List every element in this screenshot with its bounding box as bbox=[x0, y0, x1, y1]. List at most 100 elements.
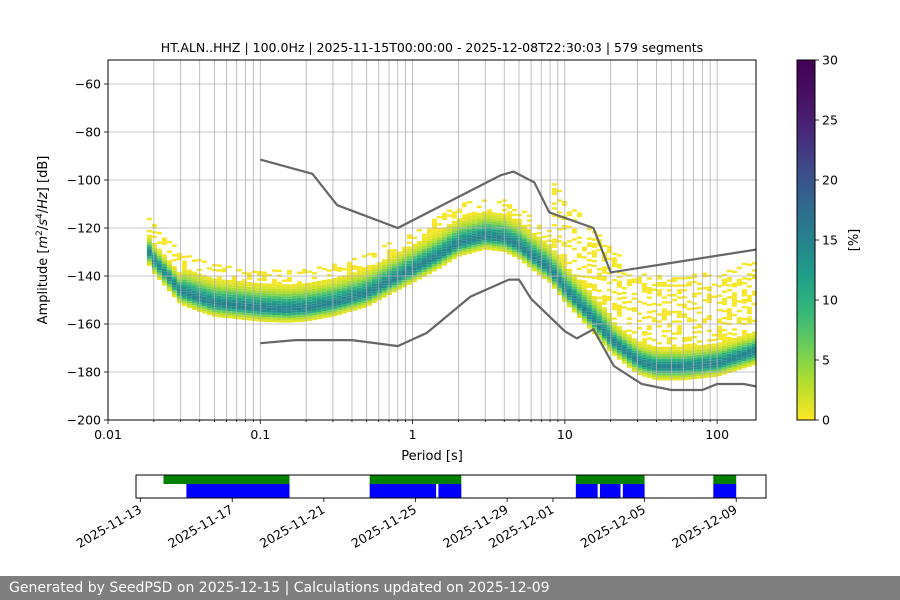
heatmap-cell bbox=[551, 281, 557, 284]
heatmap-cell bbox=[176, 291, 182, 294]
heatmap-cell bbox=[536, 251, 542, 254]
heatmap-cell bbox=[181, 277, 187, 280]
heatmap-cell bbox=[231, 311, 237, 315]
heatmap-cell bbox=[326, 300, 332, 303]
heatmap-cell bbox=[181, 260, 187, 263]
heatmap-cell bbox=[281, 315, 287, 318]
heatmap-cell bbox=[231, 280, 237, 283]
heatmap-cell bbox=[316, 300, 322, 303]
heatmap-cell bbox=[416, 248, 422, 251]
heatmap-cell bbox=[721, 365, 727, 368]
heatmap-cell bbox=[741, 301, 747, 304]
heatmap-cell bbox=[731, 270, 737, 274]
heatmap-cell bbox=[646, 356, 652, 359]
heatmap-cell bbox=[246, 298, 252, 302]
heatmap-cell bbox=[551, 262, 557, 265]
heatmap-cell bbox=[411, 251, 417, 254]
heatmap-cell bbox=[666, 349, 672, 352]
heatmap-cell bbox=[531, 237, 537, 241]
heatmap-cell bbox=[166, 286, 172, 289]
heatmap-cell bbox=[606, 344, 612, 347]
heatmap-cell bbox=[246, 315, 252, 319]
heatmap-cell bbox=[421, 252, 427, 256]
heatmap-cell bbox=[696, 357, 702, 360]
heatmap-cell bbox=[186, 286, 192, 289]
heatmap-cell bbox=[396, 256, 402, 259]
heatmap-cell bbox=[626, 348, 632, 352]
heatmap-cell bbox=[731, 359, 737, 362]
heatmap-cell bbox=[561, 268, 567, 271]
heatmap-cell bbox=[676, 356, 682, 359]
availability-green-bar bbox=[713, 475, 737, 484]
heatmap-cell bbox=[536, 241, 542, 244]
heatmap-cell bbox=[161, 237, 167, 240]
heatmap-cell bbox=[616, 343, 622, 346]
heatmap-cell bbox=[486, 245, 492, 248]
heatmap-cell bbox=[331, 294, 337, 298]
heatmap-cell bbox=[691, 348, 697, 351]
heatmap-cell bbox=[511, 228, 517, 231]
heatmap-cell bbox=[496, 229, 502, 233]
heatmap-cell bbox=[661, 358, 667, 362]
heatmap-cell bbox=[586, 290, 592, 293]
heatmap-cell bbox=[746, 263, 752, 266]
heatmap-cell bbox=[296, 271, 302, 274]
heatmap-cell bbox=[706, 344, 712, 347]
heatmap-cell bbox=[566, 288, 572, 291]
heatmap-cell bbox=[151, 243, 157, 246]
heatmap-cell bbox=[271, 291, 277, 294]
heatmap-cell bbox=[671, 354, 677, 357]
heatmap-cell bbox=[206, 281, 212, 284]
y-tick-label: −80 bbox=[75, 125, 101, 140]
heatmap-cell bbox=[521, 210, 527, 214]
heatmap-cell bbox=[441, 253, 447, 256]
heatmap-cell bbox=[696, 364, 702, 367]
heatmap-cell bbox=[391, 290, 397, 293]
heatmap-cell bbox=[586, 326, 592, 329]
heatmap-cell bbox=[241, 296, 247, 299]
heatmap-cell bbox=[181, 267, 187, 271]
heatmap-cell bbox=[641, 357, 647, 360]
heatmap-cell bbox=[346, 280, 352, 284]
heatmap-cell bbox=[226, 292, 232, 295]
heatmap-cell bbox=[176, 300, 182, 304]
heatmap-cell bbox=[671, 373, 677, 376]
heatmap-cell bbox=[611, 257, 617, 260]
heatmap-cell bbox=[291, 298, 297, 301]
heatmap-cell bbox=[536, 236, 542, 240]
heatmap-cell bbox=[631, 355, 637, 358]
heatmap-cell bbox=[506, 242, 512, 245]
heatmap-cell bbox=[201, 308, 207, 312]
heatmap-cell bbox=[366, 284, 372, 287]
heatmap-cell bbox=[496, 232, 502, 235]
heatmap-cell bbox=[666, 354, 672, 357]
heatmap-cell bbox=[581, 275, 587, 278]
heatmap-cell bbox=[446, 228, 452, 232]
heatmap-cell bbox=[476, 239, 482, 242]
heatmap-cell bbox=[181, 287, 187, 290]
heatmap-cell bbox=[456, 218, 462, 221]
heatmap-cell bbox=[561, 256, 567, 259]
heatmap-cell bbox=[536, 265, 542, 268]
heatmap-cell bbox=[541, 266, 547, 270]
heatmap-cell bbox=[521, 229, 527, 233]
heatmap-cell bbox=[526, 253, 532, 256]
date-tick-label: 2025-11-25 bbox=[349, 502, 419, 551]
heatmap-cell bbox=[391, 266, 397, 269]
heatmap-cell bbox=[676, 284, 682, 287]
heatmap-cell bbox=[661, 330, 667, 333]
heatmap-cell bbox=[731, 364, 737, 367]
heatmap-cell bbox=[546, 244, 552, 247]
heatmap-cell bbox=[636, 281, 642, 284]
heatmap-cell bbox=[706, 363, 712, 366]
heatmap-cell bbox=[176, 293, 182, 297]
heatmap-cell bbox=[541, 271, 547, 275]
heatmap-cell bbox=[386, 254, 392, 257]
heatmap-cell bbox=[611, 322, 617, 325]
heatmap-cell bbox=[681, 358, 687, 362]
heatmap-cell bbox=[751, 336, 756, 339]
heatmap-cell bbox=[331, 268, 337, 271]
heatmap-cell bbox=[646, 332, 652, 335]
heatmap-cell bbox=[146, 229, 152, 233]
heatmap-cell bbox=[686, 370, 692, 373]
